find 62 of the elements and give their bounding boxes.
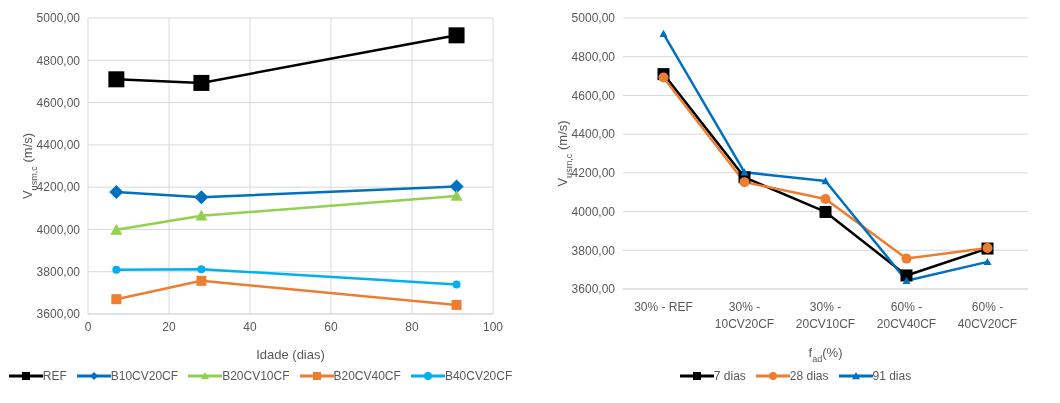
point (451, 299, 462, 310)
point (112, 265, 121, 274)
y-tick-label: 3800,00 (36, 264, 81, 279)
legend-label: B40CV20CF (444, 369, 513, 383)
y-tick-label: 4400,00 (36, 138, 81, 153)
y-tick-label: 4000,00 (36, 222, 81, 237)
point (983, 257, 992, 266)
legend-label: 91 dias (872, 369, 912, 383)
y-tick-label: 4200,00 (36, 180, 81, 195)
x-tick-label: 40 (243, 319, 257, 334)
x-axis-title: f$_{ad}$(%) (808, 345, 843, 364)
point (448, 27, 465, 44)
x-tick-label: 30% - 20CV10CF (795, 300, 856, 331)
legend-label: B20CV10CF (222, 369, 290, 383)
x-tick-label: 30% - REF (634, 300, 693, 314)
point (450, 190, 463, 201)
point (902, 276, 911, 284)
point (659, 29, 668, 38)
y-tick-label: 4800,00 (571, 49, 616, 64)
point (193, 74, 210, 91)
y-tick-label: 3800,00 (571, 243, 616, 258)
y-tick-label: 5000,00 (571, 11, 616, 26)
point (449, 179, 464, 194)
x-axis-title: Idade (dias) (256, 347, 325, 362)
x-tick-label: 0 (84, 319, 92, 334)
y-tick-label: 3600,00 (571, 282, 616, 297)
x-tick-label: 80 (405, 319, 419, 334)
point (109, 185, 124, 200)
point (901, 253, 912, 264)
point (196, 275, 207, 286)
point (194, 190, 209, 205)
legend-label: B20CV40CF (333, 369, 401, 383)
point (821, 176, 830, 185)
y-tick-label: 4000,00 (571, 204, 616, 219)
y-tick-label: 5000,00 (36, 11, 81, 26)
point (195, 209, 208, 221)
legend-label: 7 dias (713, 369, 746, 383)
legend-label: REF (42, 369, 67, 383)
x-tick-label: 60% - 20CV40CF (876, 300, 937, 331)
point (197, 265, 206, 274)
point (452, 280, 461, 289)
legend-label: B10CV20CF (110, 369, 179, 383)
x-tick-label: 20 (162, 319, 176, 334)
point (108, 71, 125, 88)
y-tick-label: 4600,00 (571, 88, 616, 103)
y-tick-label: 3600,00 (36, 307, 81, 322)
point (111, 294, 122, 305)
x-tick-label: 30% - 10CV20CF (714, 300, 775, 331)
y-tick-label: 4800,00 (36, 53, 81, 68)
y-tick-label: 4400,00 (571, 127, 616, 142)
y-tick-label: 4600,00 (36, 95, 81, 110)
x-tick-label: 60 (324, 319, 338, 334)
point (900, 269, 913, 282)
point (110, 223, 123, 235)
point (658, 72, 669, 83)
point (819, 205, 832, 218)
x-tick-label: 60% - 40CV20CF (957, 300, 1018, 331)
point (739, 177, 750, 188)
point (820, 193, 831, 204)
x-tick-label: 100 (482, 319, 504, 334)
legend-label: 28 dias (789, 369, 829, 383)
y-tick-label: 4200,00 (571, 166, 616, 181)
